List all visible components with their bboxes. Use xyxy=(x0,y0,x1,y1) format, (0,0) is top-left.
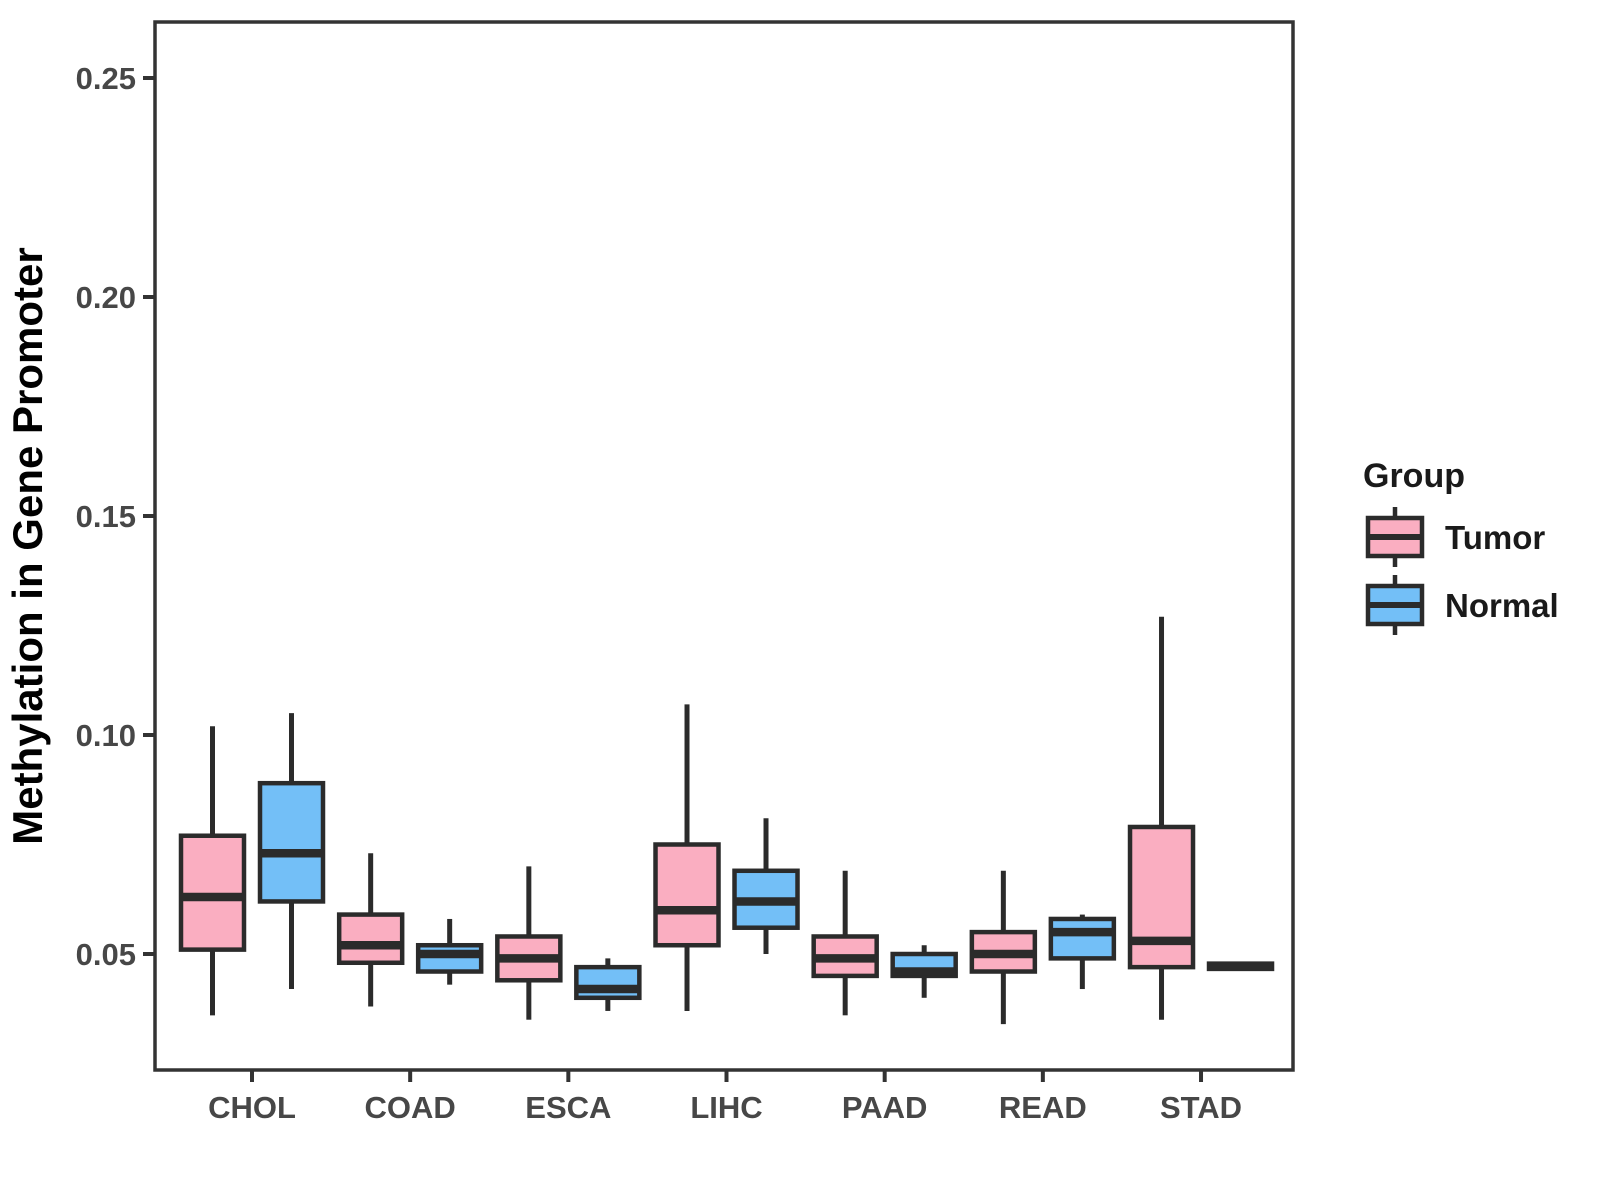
legend-label-tumor: Tumor xyxy=(1445,519,1545,556)
y-tick-label: 0.05 xyxy=(76,937,136,972)
boxplot-normal-CHOL xyxy=(257,713,326,990)
y-tick-label: 0.25 xyxy=(76,61,136,96)
boxplot-tumor-LIHC xyxy=(653,704,721,1011)
legend-key-tumor xyxy=(1365,507,1425,567)
box-rect xyxy=(257,780,326,904)
y-tick-label: 0.20 xyxy=(76,280,136,315)
x-tick-label-LIHC: LIHC xyxy=(690,1090,762,1125)
x-tick-label-PAAD: PAAD xyxy=(842,1090,928,1125)
plot-panel-border xyxy=(153,20,1295,1072)
boxplot-normal-LIHC xyxy=(732,818,800,954)
x-tick-label-COAD: COAD xyxy=(365,1090,456,1125)
box-rect xyxy=(178,833,247,952)
box-rect xyxy=(336,912,405,966)
y-axis: 0.05 0.10 0.15 0.20 0.25 xyxy=(76,61,155,972)
boxplot-tumor-READ xyxy=(969,870,1038,1025)
boxplot-normal-STAD xyxy=(1206,961,1275,972)
x-tick-label-ESCA: ESCA xyxy=(525,1090,611,1125)
x-tick-label-CHOL: CHOL xyxy=(208,1090,296,1125)
x-tick-label-READ: READ xyxy=(999,1090,1087,1125)
y-axis-title: Methylation in Gene Promoter xyxy=(4,247,51,844)
legend-label-normal: Normal xyxy=(1445,587,1559,624)
boxplot-normal-ESCA xyxy=(574,958,642,1011)
legend-title: Group xyxy=(1363,457,1465,495)
legend-key-normal xyxy=(1365,575,1425,635)
legend: Group Tumor Normal xyxy=(1363,457,1559,635)
box-rect xyxy=(653,842,721,948)
box-rect xyxy=(1048,916,1117,961)
boxplot-tumor-STAD xyxy=(1127,616,1196,1020)
boxplot-tumor-CHOL xyxy=(178,726,247,1016)
boxplot-tumor-COAD xyxy=(336,853,405,1007)
y-tick-label: 0.15 xyxy=(76,499,136,534)
x-axis: CHOL COAD ESCA LIHC PAAD READ STAD xyxy=(208,1070,1242,1125)
boxplot-normal-PAAD xyxy=(890,945,958,998)
x-tick-label-STAD: STAD xyxy=(1160,1090,1242,1125)
legend-keys xyxy=(1365,507,1425,635)
boxplot-tumor-ESCA xyxy=(495,866,563,1020)
boxes-layer xyxy=(178,616,1275,1025)
box-rect xyxy=(415,942,484,974)
box-rect xyxy=(1127,824,1196,970)
boxplot-normal-READ xyxy=(1048,914,1117,990)
plot-panel xyxy=(155,22,1293,1070)
y-tick-label: 0.10 xyxy=(76,718,136,753)
boxplot-normal-COAD xyxy=(415,918,484,985)
boxplot-tumor-PAAD xyxy=(811,870,879,1016)
